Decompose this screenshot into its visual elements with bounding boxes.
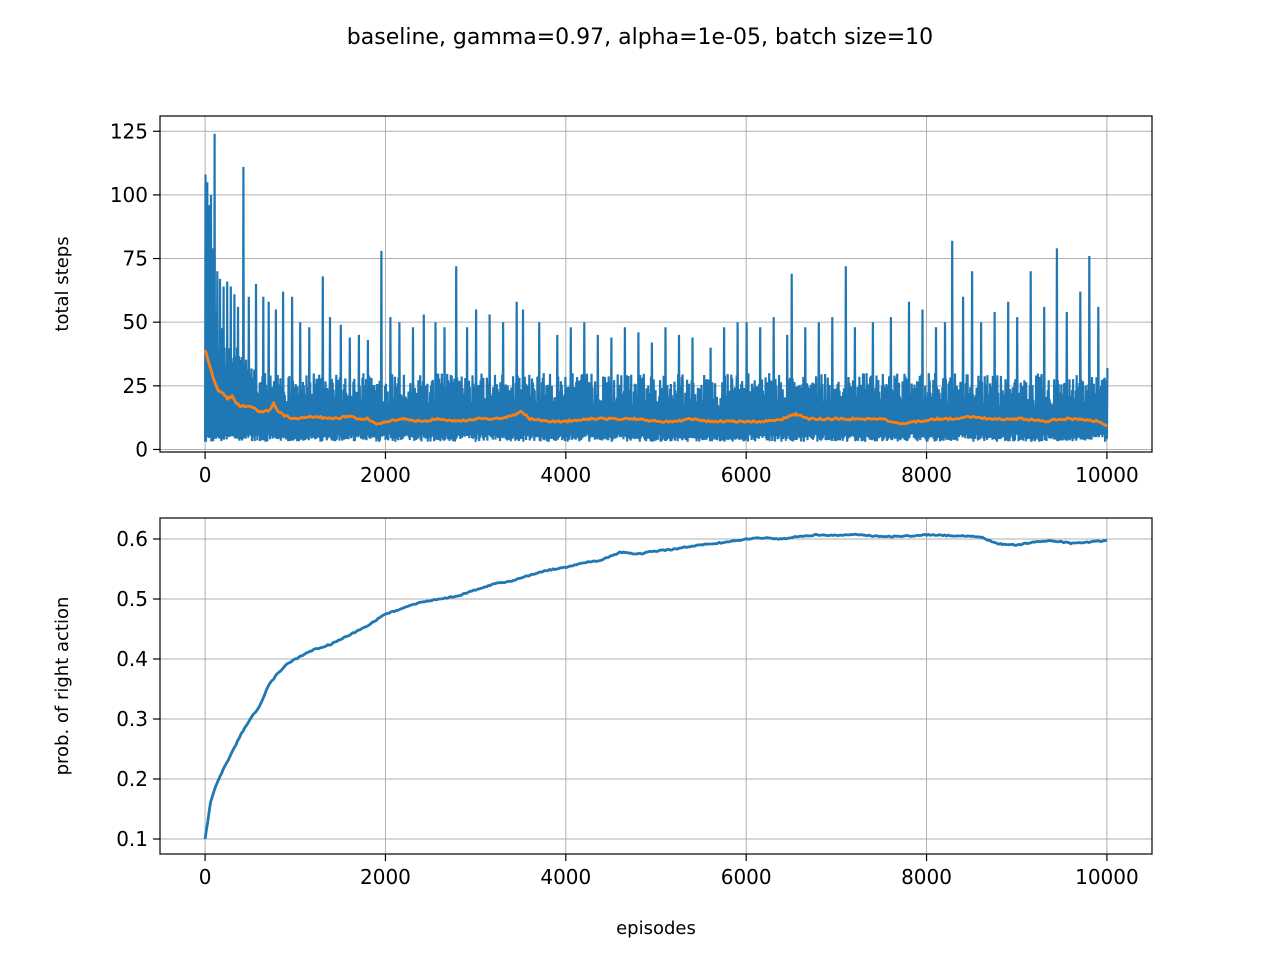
top-chart-ytick-label: 75 — [123, 247, 148, 271]
bottom-chart-series-0-line — [203, 532, 1108, 840]
top-chart-ytick-label: 50 — [123, 310, 148, 334]
top-chart-xtick-label: 8000 — [901, 463, 952, 487]
top-chart-series-1-line — [203, 349, 1108, 428]
bottom-chart-ticks: 0 2000 4000 6000 8000 10000 0.1 0.2 0.3 0.4 0.5 0.6 — [116, 527, 1139, 889]
bottom-chart-ytick-label: 0.2 — [116, 767, 148, 791]
top-chart-ytick-label: 100 — [110, 183, 148, 207]
top-chart-ytick-label: 0 — [135, 437, 148, 461]
bottom-chart-frame — [159, 517, 1153, 855]
top-chart: 0 2000 4000 6000 8000 10000 0 25 50 75 100 125 tota… — [52, 115, 1153, 487]
top-chart-xtick-label: 4000 — [540, 463, 591, 487]
top-chart-series-0-line — [204, 133, 1109, 442]
top-chart-xtick-label: 0 — [199, 463, 212, 487]
bottom-chart-xtick-label: 10000 — [1075, 865, 1139, 889]
bottom-chart-xtick-label: 6000 — [721, 865, 772, 889]
top-chart-ytick-label: 125 — [110, 119, 148, 143]
top-chart-ticks: 0 2000 4000 6000 8000 10000 0 25 50 75 100 125 — [110, 119, 1139, 487]
bottom-chart-ytick-label: 0.6 — [116, 527, 148, 551]
bottom-chart-xlabel: episodes — [616, 918, 696, 939]
bottom-chart-ytick-label: 0.1 — [116, 827, 148, 851]
bottom-chart-ylabel: prob. of right action — [52, 597, 73, 776]
bottom-chart: 0 2000 4000 6000 8000 10000 0.1 0.2 0.3 0.4 0.5 0.6… — [52, 517, 1153, 939]
bottom-chart-series — [203, 532, 1108, 840]
top-chart-frame — [159, 115, 1153, 453]
top-chart-ytick-label: 25 — [123, 374, 148, 398]
bottom-chart-xtick-label: 2000 — [360, 865, 411, 889]
top-chart-xtick-label: 6000 — [721, 463, 772, 487]
bottom-chart-ytick-label: 0.5 — [116, 587, 148, 611]
top-chart-xtick-label: 10000 — [1075, 463, 1139, 487]
top-chart-series — [203, 133, 1109, 442]
top-chart-ylabel: total steps — [52, 236, 73, 331]
bottom-chart-ytick-label: 0.3 — [116, 707, 148, 731]
top-chart-xtick-label: 2000 — [360, 463, 411, 487]
bottom-chart-ytick-label: 0.4 — [116, 647, 148, 671]
bottom-chart-xtick-label: 8000 — [901, 865, 952, 889]
bottom-chart-xtick-label: 0 — [199, 865, 212, 889]
bottom-chart-xtick-label: 4000 — [540, 865, 591, 889]
figure-suptitle: baseline, gamma=0.97, alpha=1e-05, batch… — [347, 25, 933, 50]
